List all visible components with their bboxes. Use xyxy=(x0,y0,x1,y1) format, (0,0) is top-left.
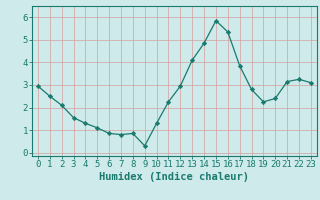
X-axis label: Humidex (Indice chaleur): Humidex (Indice chaleur) xyxy=(100,172,249,182)
